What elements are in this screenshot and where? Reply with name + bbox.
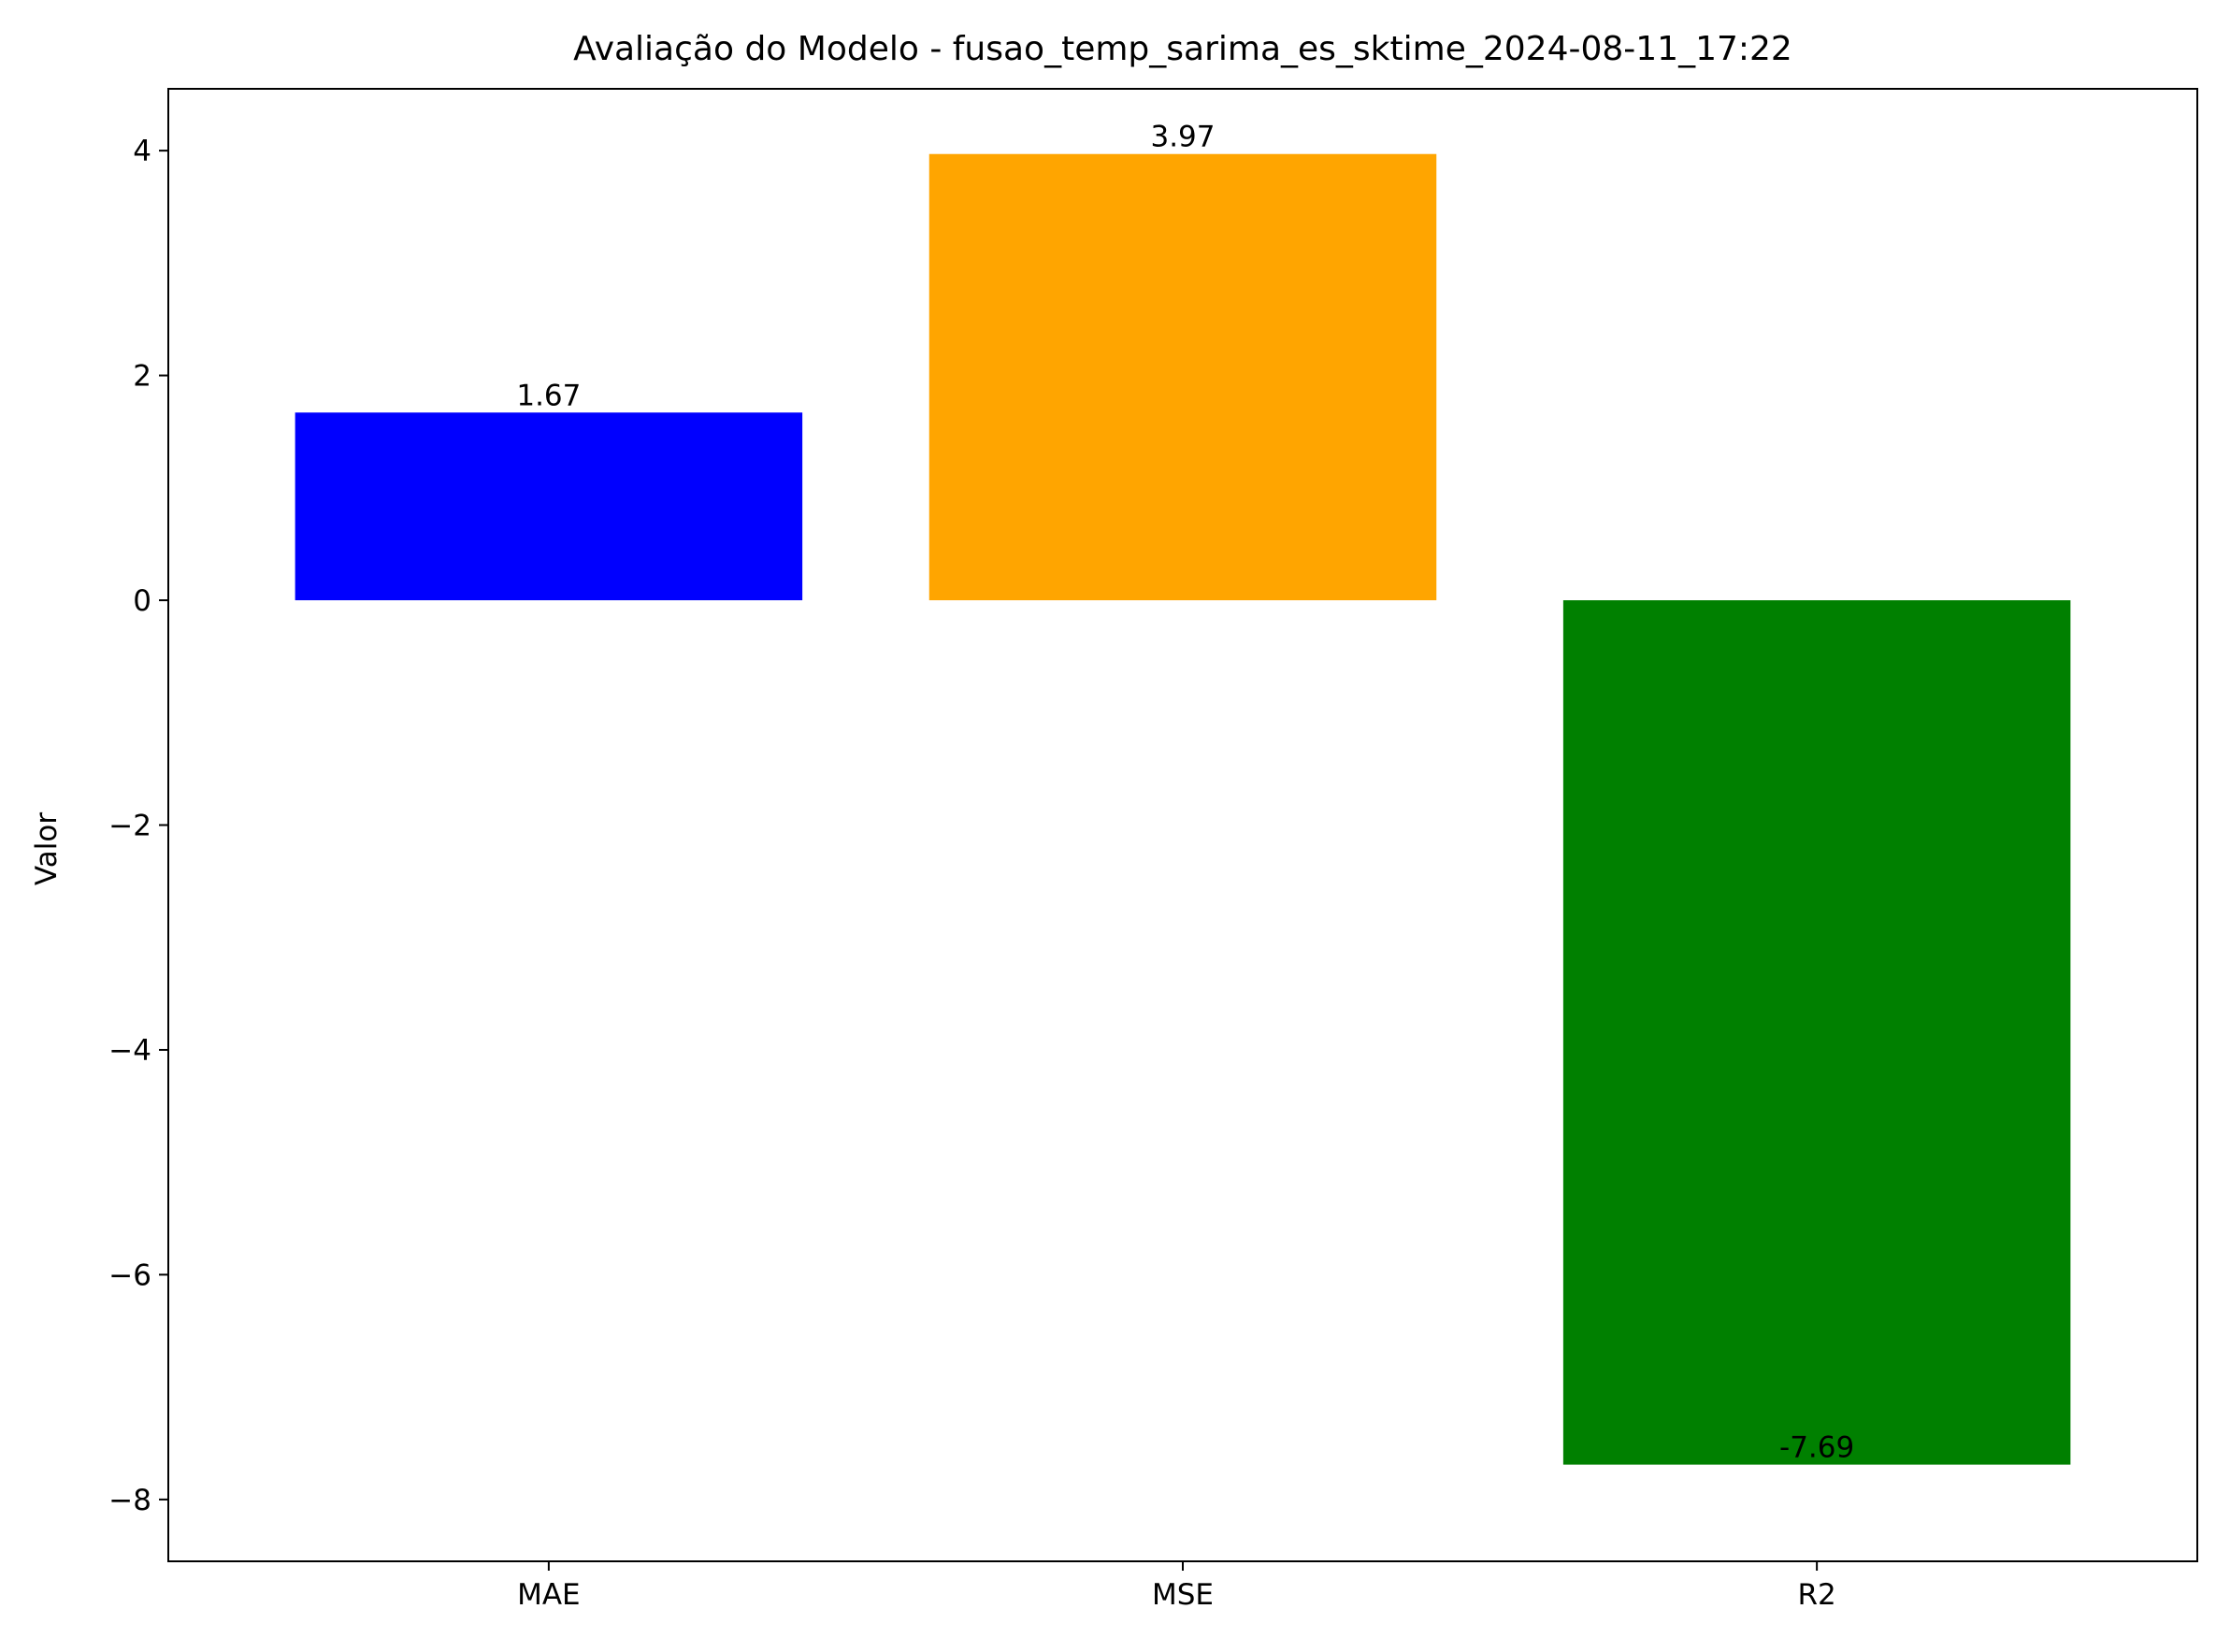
y-axis-label: Valor: [30, 812, 64, 885]
x-tick-label-mae: MAE: [517, 1578, 581, 1612]
bar-mse: [928, 153, 1437, 601]
bar-value-label-mae: 1.67: [516, 379, 581, 412]
plot-frame: [167, 88, 2198, 1562]
bar-value-label-r2: -7.69: [1779, 1431, 1854, 1465]
bars-group: [295, 153, 2071, 1465]
y-tick-label: 0: [133, 584, 151, 618]
chart-title: Avaliação do Modelo - fusao_temp_sarima_…: [573, 30, 1792, 68]
x-tick-label-mse: MSE: [1152, 1578, 1214, 1612]
bar-mae: [295, 412, 803, 601]
x-tick-label-r2: R2: [1797, 1578, 1835, 1612]
y-axis: −8 −6 −4 −2 0 2 4: [108, 135, 168, 1517]
bar-value-label-mse: 3.97: [1150, 121, 1215, 154]
y-tick-label: 2: [133, 360, 151, 394]
bar-value-labels: 1.67 3.97 -7.69: [516, 121, 1854, 1465]
y-tick-label: −2: [108, 810, 151, 843]
x-axis: MAE MSE R2: [517, 1561, 1836, 1612]
bar-r2: [1562, 600, 2071, 1465]
y-tick-label: −8: [108, 1484, 151, 1517]
y-tick-label: 4: [133, 135, 151, 168]
y-tick-label: −6: [108, 1258, 151, 1292]
y-tick-label: −4: [108, 1034, 151, 1068]
